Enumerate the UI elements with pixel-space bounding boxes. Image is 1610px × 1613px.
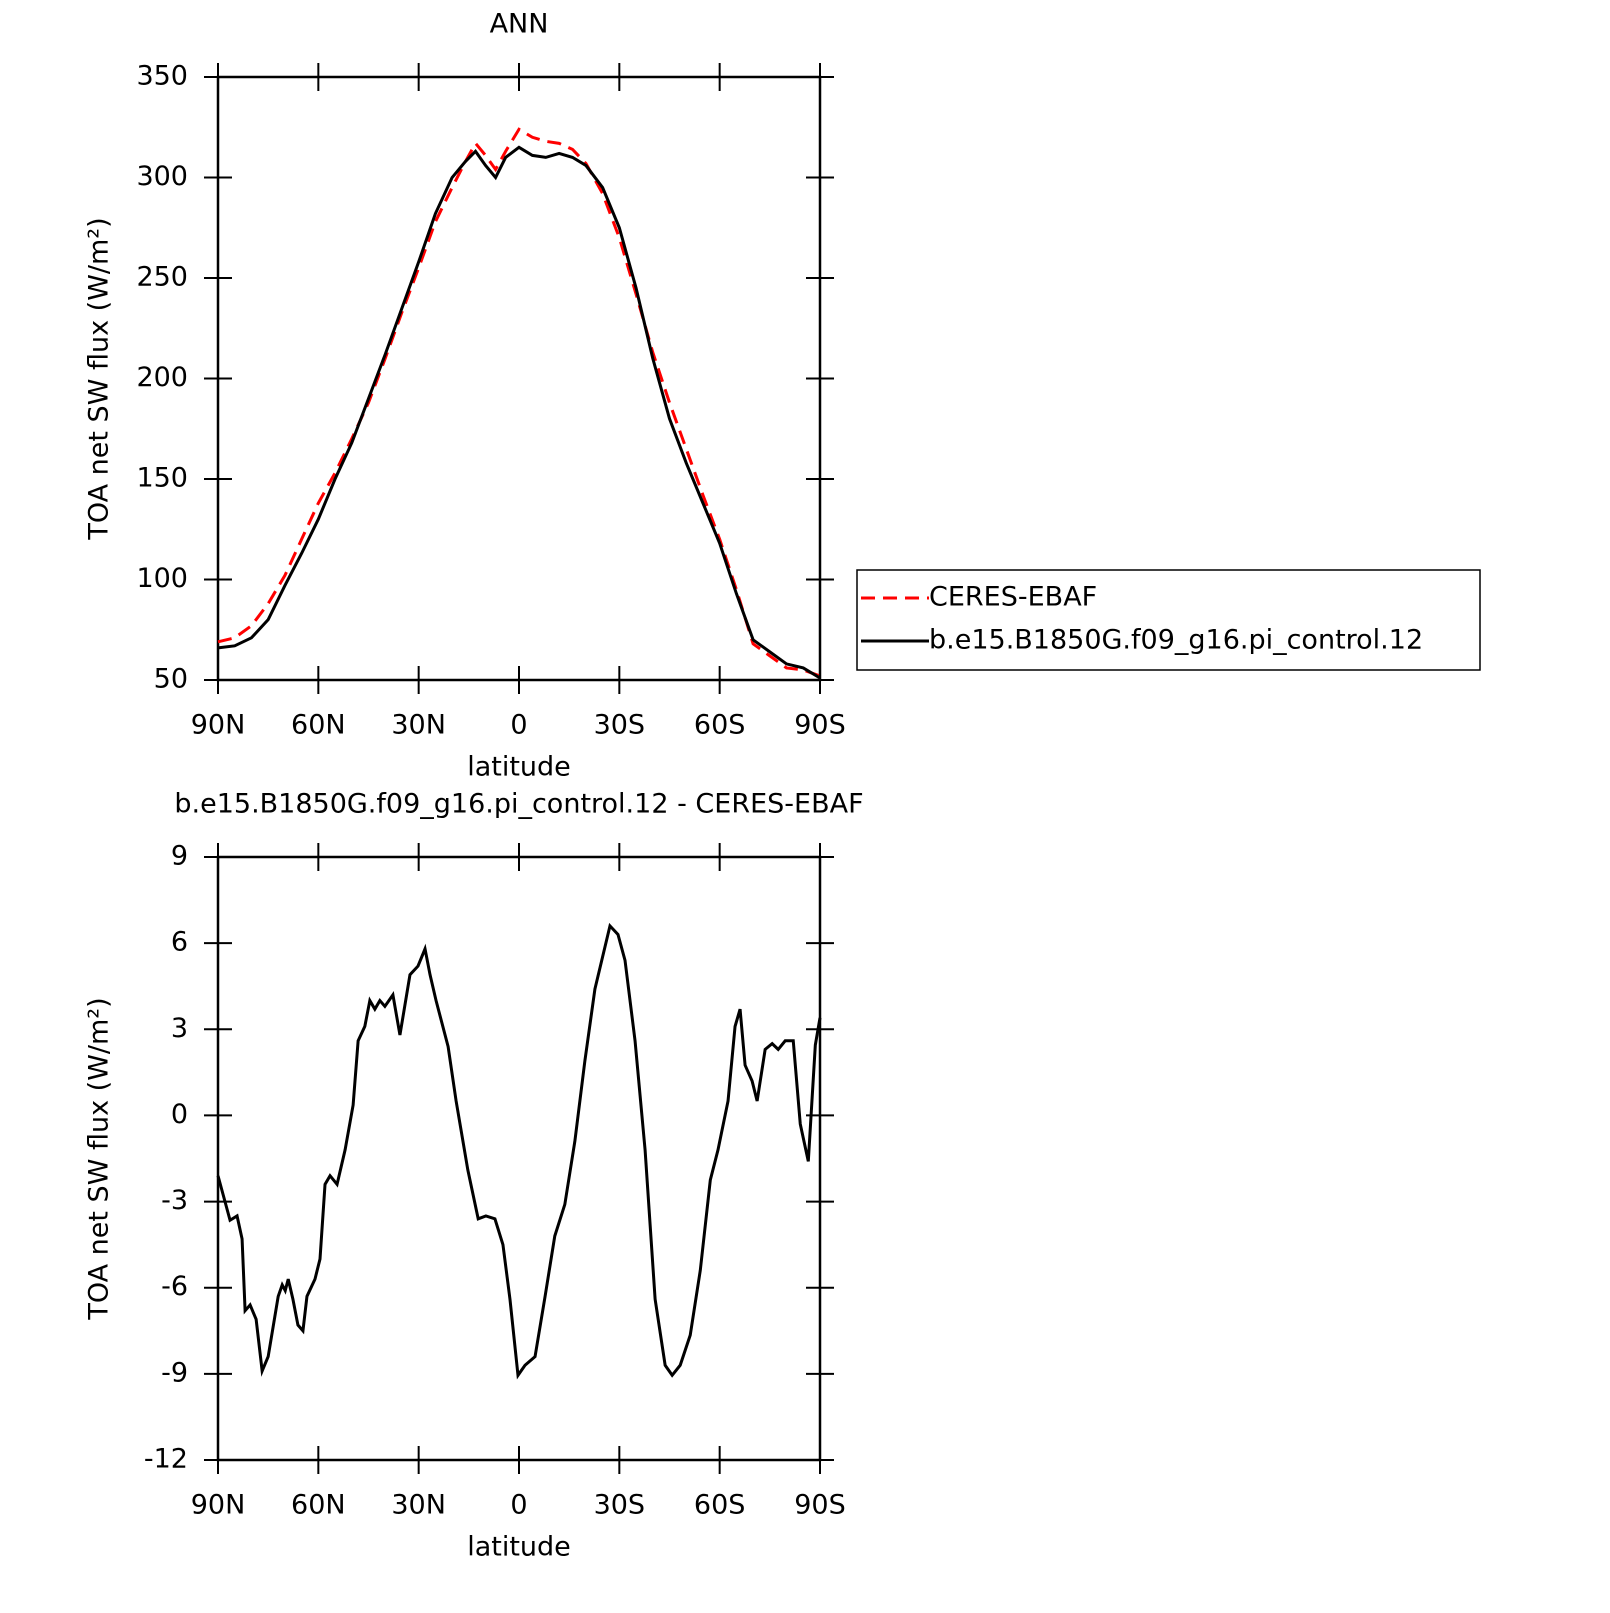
chart-title: b.e15.B1850G.f09_g16.pi_control.12 - CER…	[174, 789, 863, 820]
x-tick-label: 0	[510, 1490, 527, 1521]
series-line	[216, 922, 822, 1380]
x-tick-label: 90S	[794, 710, 846, 741]
x-axis-label: latitude	[467, 1532, 571, 1563]
y-tick-label: -9	[161, 1357, 188, 1388]
x-tick-label: 60N	[291, 710, 346, 741]
legend-label: CERES-EBAF	[929, 582, 1097, 613]
series-line	[217, 145, 821, 680]
y-tick-label: -12	[144, 1444, 188, 1475]
y-tick-label: 9	[171, 841, 188, 872]
x-tick-label: 30N	[391, 710, 446, 741]
x-tick-label: 0	[510, 710, 527, 741]
x-tick-label: 60N	[291, 1490, 346, 1521]
y-tick-label: 6	[171, 927, 188, 958]
y-tick-label: 300	[136, 161, 188, 192]
y-tick-label: -6	[161, 1271, 188, 1302]
x-tick-label: 30S	[594, 710, 646, 741]
y-axis-label: TOA net SW flux (W/m²)	[84, 997, 115, 1320]
x-tick-label: 30N	[391, 1490, 446, 1521]
y-tick-label: 150	[136, 463, 188, 494]
x-tick-label: 90N	[191, 1490, 246, 1521]
legend-label: b.e15.B1850G.f09_g16.pi_control.12	[929, 625, 1423, 656]
series-line	[217, 127, 821, 678]
plot-frame	[216, 75, 822, 682]
chart-title: ANN	[490, 9, 549, 40]
x-axis-label: latitude	[467, 752, 571, 783]
y-tick-label: 3	[171, 1013, 188, 1044]
y-tick-label: -3	[161, 1185, 188, 1216]
y-tick-label: 50	[154, 664, 188, 695]
plot-frame	[216, 855, 822, 1462]
y-axis-label: TOA net SW flux (W/m²)	[84, 217, 115, 540]
y-tick-label: 350	[136, 61, 188, 92]
x-tick-label: 90N	[191, 710, 246, 741]
y-tick-label: 100	[136, 563, 188, 594]
x-tick-label: 90S	[794, 1490, 846, 1521]
x-tick-label: 60S	[694, 1490, 746, 1521]
x-tick-label: 30S	[594, 1490, 646, 1521]
y-tick-label: 250	[136, 262, 188, 293]
y-tick-label: 0	[171, 1099, 188, 1130]
legend-box	[856, 569, 1481, 671]
x-tick-label: 60S	[694, 710, 746, 741]
y-tick-label: 200	[136, 362, 188, 393]
